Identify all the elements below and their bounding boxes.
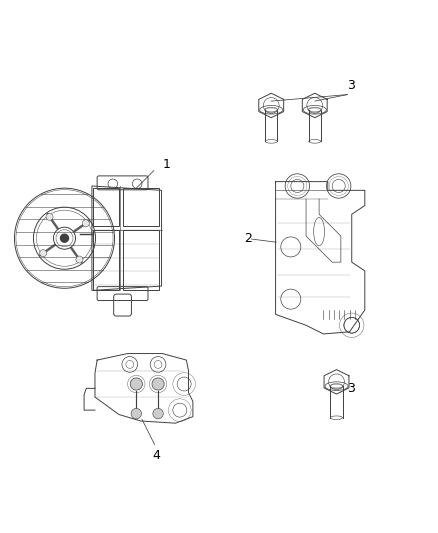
Circle shape	[131, 408, 141, 419]
Circle shape	[130, 378, 142, 390]
Text: 1: 1	[162, 158, 170, 171]
Text: 3: 3	[347, 79, 355, 92]
Text: 2: 2	[244, 232, 252, 245]
Circle shape	[60, 234, 68, 242]
Circle shape	[76, 256, 83, 263]
Text: 4: 4	[152, 449, 160, 462]
Circle shape	[152, 378, 164, 390]
Circle shape	[82, 220, 89, 227]
Circle shape	[46, 213, 53, 220]
Circle shape	[40, 249, 47, 257]
Text: 3: 3	[347, 382, 355, 395]
Circle shape	[153, 408, 163, 419]
